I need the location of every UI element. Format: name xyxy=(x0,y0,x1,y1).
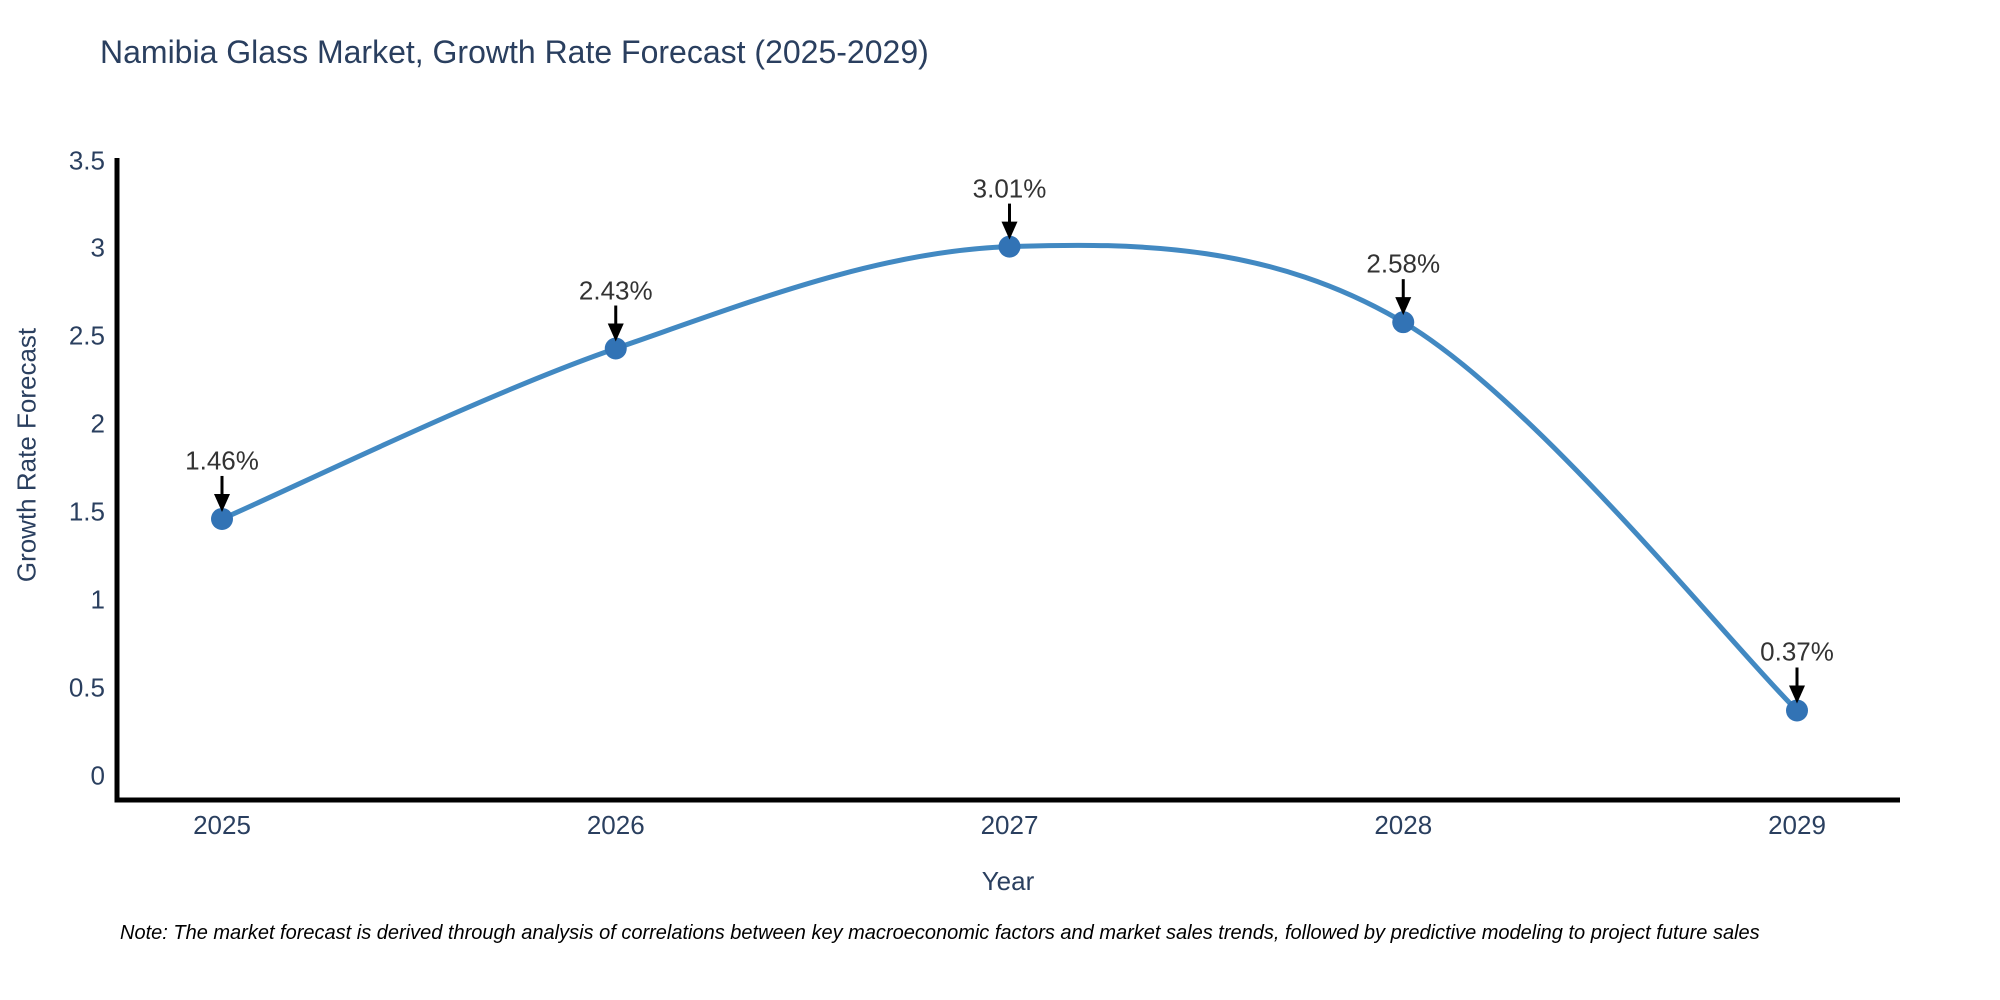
y-tick-label: 2 xyxy=(90,408,105,439)
data-point-label: 2.58% xyxy=(1366,248,1441,279)
x-tick-label: 2029 xyxy=(1768,810,1826,840)
chart-title: Namibia Glass Market, Growth Rate Foreca… xyxy=(100,34,929,70)
data-point-label: 0.37% xyxy=(1760,636,1834,667)
annotation-arrow-head-icon xyxy=(1395,297,1412,316)
y-tick-label: 0 xyxy=(90,760,105,790)
annotation-arrow-head-icon xyxy=(607,323,624,342)
annotation-arrow-head-icon xyxy=(214,493,230,512)
x-tick-label: 2026 xyxy=(586,810,645,840)
y-tick-label: 3.5 xyxy=(68,145,105,175)
series-line xyxy=(219,242,1800,713)
annotation-arrow-head-icon xyxy=(1789,685,1805,704)
x-tick-label: 2028 xyxy=(1374,810,1433,840)
x-tick-label: 2025 xyxy=(193,810,251,840)
data-point-marker[interactable] xyxy=(1786,699,1808,722)
y-tick-label: 0.5 xyxy=(68,672,105,703)
data-point-label: 1.46% xyxy=(185,445,259,476)
data-point-marker[interactable] xyxy=(604,337,627,360)
y-tick-label: 2.5 xyxy=(68,320,105,351)
x-tick-label: 2027 xyxy=(980,810,1039,840)
y-tick-label: 3 xyxy=(90,232,105,263)
data-point-label: 2.43% xyxy=(578,275,653,305)
y-tick-label: 1 xyxy=(90,584,105,615)
data-point-marker[interactable] xyxy=(998,235,1021,258)
annotation-arrow-head-icon xyxy=(1001,221,1018,240)
data-point-marker[interactable] xyxy=(1392,311,1415,334)
data-point-label: 3.01% xyxy=(972,173,1047,204)
x-axis-title: Year xyxy=(981,866,1035,896)
footnote: Note: The market forecast is derived thr… xyxy=(120,922,1760,944)
y-tick-label: 1.5 xyxy=(68,496,105,527)
data-point-marker[interactable] xyxy=(211,507,233,530)
